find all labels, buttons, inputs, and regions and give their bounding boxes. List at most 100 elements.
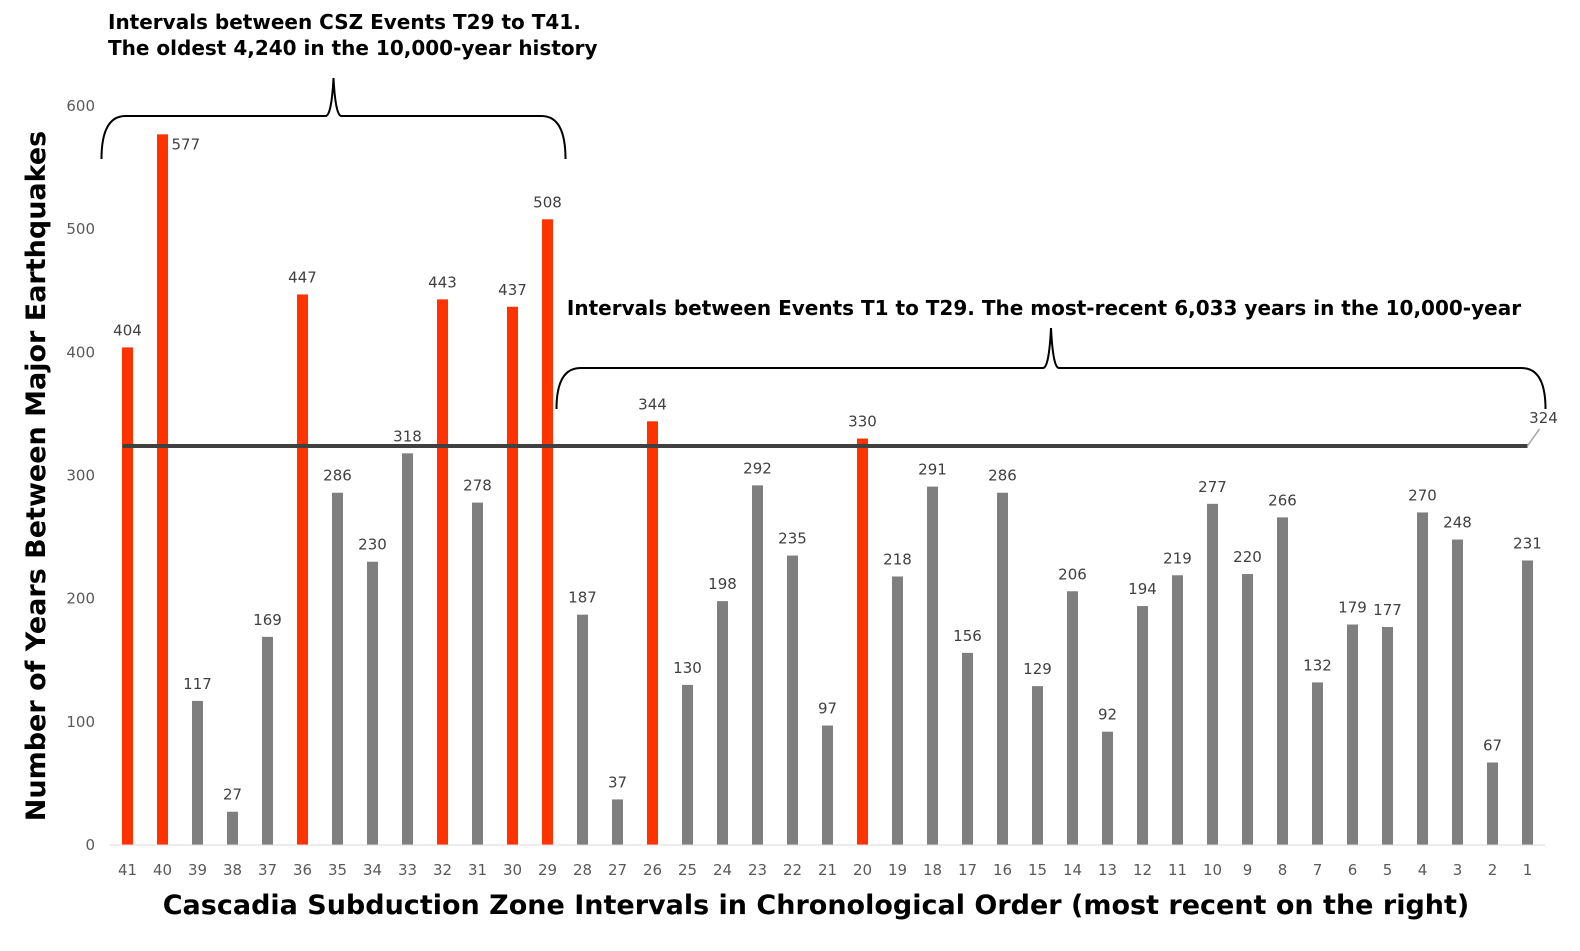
data-label: 270 [1408,486,1437,504]
x-tick-label: 32 [433,861,452,879]
x-tick-label: 41 [118,861,137,879]
data-label: 508 [533,193,562,211]
x-tick-label: 8 [1278,861,1288,879]
bar-1 [1522,560,1533,845]
bar-5 [1382,626,1393,845]
average-label: 324 [1529,409,1558,427]
bar-8 [1277,517,1288,845]
x-tick-label: 28 [573,861,592,879]
y-tick-label: 100 [66,713,95,731]
annotation-text: Intervals between Events T1 to T29. The … [567,296,1521,320]
bar-26 [647,421,658,845]
data-label: 286 [323,467,352,485]
x-tick-label: 2 [1488,861,1498,879]
data-label: 179 [1338,599,1367,617]
bar-21 [822,725,833,845]
annotation-brace [100,77,567,160]
x-tick-label: 33 [398,861,417,879]
data-label: 278 [463,477,492,495]
bar-4 [1417,512,1428,845]
data-label: 286 [988,467,1017,485]
data-label: 447 [288,268,317,286]
annotation-text: The oldest 4,240 in the 10,000-year hist… [108,36,598,60]
data-label: 292 [743,459,772,477]
average-leader-line [1526,428,1541,447]
x-tick-label: 19 [888,861,907,879]
y-tick-label: 0 [85,836,95,854]
data-label: 129 [1023,660,1052,678]
bar-29 [542,219,553,845]
bar-23 [752,485,763,845]
y-axis-title: Number of Years Between Major Earthquake… [21,131,52,821]
data-label: 330 [848,413,877,431]
x-tick-label: 27 [608,861,627,879]
x-tick-label: 20 [853,861,872,879]
bar-36 [297,294,308,845]
data-label: 37 [608,773,627,791]
x-tick-label: 22 [783,861,802,879]
x-tick-label: 15 [1028,861,1047,879]
bar-24 [717,601,728,845]
data-label: 291 [918,461,947,479]
bar-34 [367,561,378,845]
x-tick-label: 36 [293,861,312,879]
bar-19 [892,576,903,845]
bars [122,134,1533,845]
annotation-brace [555,327,1547,410]
bar-13 [1102,731,1113,845]
x-tick-label: 16 [993,861,1012,879]
x-tick-label: 12 [1133,861,1152,879]
x-tick-label: 13 [1098,861,1117,879]
x-tick-label: 35 [328,861,347,879]
y-tick-label: 500 [66,220,95,238]
bar-14 [1067,591,1078,845]
data-label: 198 [708,575,737,593]
x-tick-label: 6 [1348,861,1358,879]
data-label: 177 [1373,601,1402,619]
data-label: 344 [638,395,667,413]
data-label: 218 [883,550,912,568]
x-tick-label: 21 [818,861,837,879]
bar-38 [227,811,238,845]
data-label: 117 [183,675,212,693]
x-tick-label: 26 [643,861,662,879]
bar-28 [577,614,588,845]
x-tick-label: 34 [363,861,382,879]
bar-6 [1347,624,1358,845]
x-tick-label: 3 [1453,861,1463,879]
x-tick-label: 5 [1383,861,1393,879]
bar-2 [1487,762,1498,845]
reference-line: 324 [122,409,1558,448]
data-label: 230 [358,536,387,554]
data-label: 219 [1163,549,1192,567]
annotation-text: Intervals between CSZ Events T29 to T41. [108,10,581,34]
data-label: 92 [1098,706,1117,724]
data-label: 67 [1483,736,1502,754]
data-label: 277 [1198,478,1227,496]
data-label: 437 [498,281,527,299]
bar-39 [192,700,203,845]
data-label: 97 [818,700,837,718]
data-label: 194 [1128,580,1157,598]
bar-30 [507,306,518,845]
x-tick-label: 11 [1168,861,1187,879]
bar-41 [122,347,133,845]
data-label: 132 [1303,656,1332,674]
x-tick-label: 14 [1063,861,1082,879]
data-label: 404 [113,321,142,339]
y-tick-label: 200 [66,590,95,608]
data-label: 577 [172,135,201,153]
bar-25 [682,684,693,845]
x-tick-label: 7 [1313,861,1323,879]
x-tick-label: 17 [958,861,977,879]
data-label: 206 [1058,565,1087,583]
bar-32 [437,299,448,845]
x-axis: 41 40 39 38 37 36 35 34 33 32 31 30 29 28 27 26 25 24 23 22… [110,844,1545,879]
data-label: 248 [1443,514,1472,532]
data-label: 169 [253,611,282,629]
bar-12 [1137,606,1148,845]
x-tick-label: 4 [1418,861,1428,879]
bar-15 [1032,686,1043,845]
x-tick-label: 37 [258,861,277,879]
